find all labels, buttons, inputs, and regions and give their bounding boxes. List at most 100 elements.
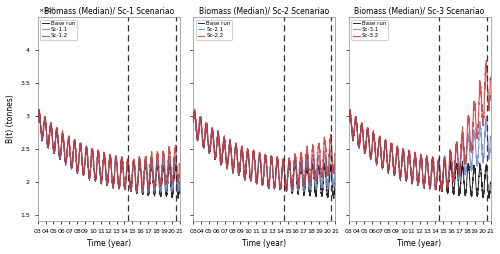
Sc-3.2 [414, 180, 420, 183]
Sc-1.1 [100, 162, 106, 165]
Sc-1.2 [34, 117, 40, 120]
Sc-2.2 [259, 182, 265, 185]
Sc-2.1 [259, 183, 265, 186]
Sc-2.2 [192, 108, 198, 111]
Text: $\times10^5$: $\times10^5$ [38, 6, 56, 15]
Sc-2.1 [198, 120, 203, 123]
Sc-3.1 [414, 183, 420, 186]
Sc-2.2 [332, 152, 338, 155]
Sc-1.1 [42, 120, 48, 123]
Sc-3.2 [411, 164, 417, 167]
Base run [328, 168, 334, 171]
Base run [484, 168, 490, 171]
Line: Base run: Base run [38, 112, 180, 198]
Sc-1.2 [104, 182, 110, 185]
Sc-3.1 [411, 162, 417, 165]
Sc-2.1 [328, 153, 334, 156]
Sc-3.1 [484, 120, 490, 123]
Line: Sc-3.1: Sc-3.1 [348, 110, 490, 189]
Sc-1.2 [36, 108, 43, 111]
Base run [302, 186, 308, 189]
Sc-1.1 [176, 173, 182, 176]
Sc-3.2 [346, 117, 352, 120]
Base run [328, 167, 334, 170]
Sc-1.2 [100, 161, 106, 164]
Sc-1.1 [104, 183, 110, 186]
Legend: Base run, Sc-1.1, Sc-1.2: Base run, Sc-1.1, Sc-1.2 [40, 20, 77, 40]
Sc-2.1 [332, 167, 338, 170]
Sc-1.1 [36, 109, 43, 112]
Base run [190, 119, 196, 122]
Base run [488, 181, 494, 184]
Line: Base run: Base run [193, 112, 335, 198]
Sc-1.2 [172, 148, 178, 151]
Sc-2.1 [190, 118, 196, 121]
X-axis label: Time (year): Time (year) [242, 240, 286, 248]
Base run [34, 119, 40, 122]
Title: Biomass (Median)/ Sc-1 Scenariao: Biomass (Median)/ Sc-1 Scenariao [44, 7, 174, 16]
Sc-3.1 [458, 165, 464, 168]
Base run [330, 197, 336, 200]
Sc-1.2 [176, 162, 182, 165]
Base run [192, 110, 198, 113]
Sc-3.2 [484, 65, 490, 68]
Line: Sc-1.2: Sc-1.2 [38, 109, 180, 191]
Base run [458, 186, 464, 189]
Base run [256, 163, 262, 166]
Base run [146, 186, 152, 189]
Line: Sc-1.1: Sc-1.1 [38, 110, 180, 193]
Sc-3.2 [484, 67, 490, 70]
Base run [484, 167, 490, 170]
Sc-3.1 [484, 122, 490, 125]
Title: Biomass (Median)/ Sc-3 Scenariao: Biomass (Median)/ Sc-3 Scenariao [354, 7, 484, 16]
Line: Sc-2.1: Sc-2.1 [193, 110, 335, 192]
Sc-3.1 [488, 135, 494, 138]
Sc-3.1 [346, 118, 352, 121]
Base run [486, 197, 492, 200]
Sc-1.2 [172, 150, 178, 153]
Sc-3.2 [488, 76, 494, 79]
Base run [332, 181, 338, 184]
Sc-3.1 [347, 109, 353, 112]
Sc-3.1 [432, 188, 438, 191]
Sc-2.1 [192, 109, 198, 112]
Sc-1.2 [42, 119, 48, 122]
Sc-1.1 [146, 192, 152, 195]
Base run [411, 163, 417, 166]
Title: Biomass (Median)/ Sc-2 Scenariao: Biomass (Median)/ Sc-2 Scenariao [199, 7, 329, 16]
Sc-3.2 [439, 189, 445, 192]
X-axis label: Time (year): Time (year) [398, 240, 442, 248]
Base run [414, 183, 420, 186]
Sc-3.2 [458, 162, 464, 165]
Sc-3.2 [484, 59, 490, 62]
Sc-2.2 [284, 188, 290, 192]
Sc-3.2 [352, 116, 358, 119]
X-axis label: Time (year): Time (year) [86, 240, 130, 248]
Base run [175, 197, 181, 200]
Sc-2.2 [198, 119, 203, 122]
Sc-1.2 [134, 189, 140, 193]
Base run [172, 167, 178, 170]
Sc-2.1 [302, 179, 308, 182]
Sc-2.1 [328, 155, 334, 158]
Base run [36, 110, 43, 113]
Sc-1.1 [34, 118, 40, 121]
Sc-2.2 [256, 161, 262, 164]
Sc-1.1 [172, 160, 178, 163]
Line: Sc-3.2: Sc-3.2 [348, 60, 490, 190]
Sc-1.1 [146, 181, 152, 184]
Sc-1.2 [146, 177, 152, 180]
Sc-2.2 [190, 117, 196, 120]
Base run [100, 163, 106, 166]
Y-axis label: B(t) (tonnes): B(t) (tonnes) [6, 95, 15, 144]
Line: Sc-2.2: Sc-2.2 [193, 109, 335, 190]
Base run [346, 119, 352, 122]
Base run [353, 121, 359, 124]
Base run [42, 121, 48, 124]
Line: Base run: Base run [348, 112, 490, 198]
Sc-2.2 [328, 137, 334, 140]
Base run [104, 183, 110, 186]
Base run [198, 121, 203, 124]
Sc-1.1 [172, 159, 178, 162]
Legend: Base run, Sc-2.1, Sc-2.2: Base run, Sc-2.1, Sc-2.2 [196, 20, 232, 40]
